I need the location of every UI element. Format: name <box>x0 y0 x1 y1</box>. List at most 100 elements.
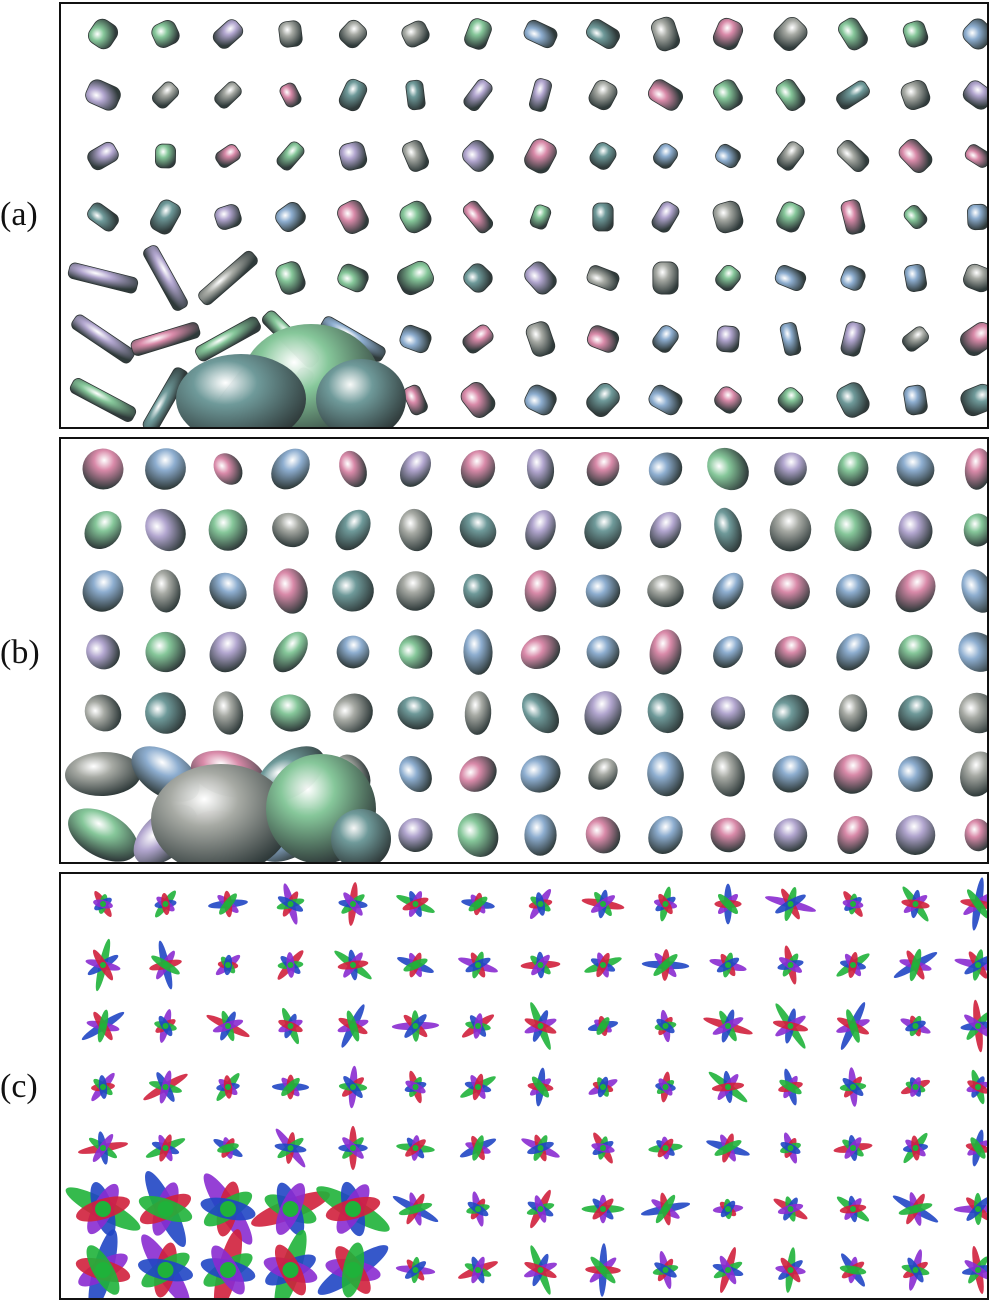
ellipsoid-glyph <box>84 694 122 732</box>
superquadric-glyph <box>714 386 742 414</box>
odf-glyph <box>654 1009 677 1043</box>
ellipsoid-glyph <box>145 692 186 734</box>
ellipsoid-glyph <box>65 751 141 797</box>
ellipsoid-glyph <box>961 569 987 613</box>
superquadric-glyph <box>586 265 620 291</box>
odf-glyph <box>528 888 553 920</box>
superquadric-glyph <box>902 20 929 48</box>
ellipsoid-glyph <box>84 510 122 550</box>
odf-glyph <box>277 950 304 980</box>
superquadric-glyph <box>523 19 558 49</box>
superquadric-glyph <box>651 201 680 233</box>
odf-glyph <box>263 1229 318 1298</box>
ellipsoid-glyph <box>710 696 746 730</box>
ellipsoid-glyph <box>895 815 936 855</box>
ellipsoid-glyph <box>584 510 622 550</box>
superquadric-glyph <box>836 80 870 110</box>
ellipsoid-glyph <box>896 451 935 487</box>
superquadric-glyph <box>524 261 557 295</box>
superquadric-glyph <box>402 140 429 172</box>
superquadric-glyph <box>278 20 303 48</box>
superquadric-glyph <box>648 384 683 416</box>
superquadric-glyph <box>524 138 557 174</box>
ellipsoid-glyph <box>524 570 557 612</box>
ellipsoid-glyph <box>712 572 744 610</box>
superquadric-glyph <box>712 17 744 51</box>
odf-glyph <box>208 890 248 918</box>
ellipsoid-glyph <box>838 694 868 732</box>
superquadric-glyph <box>840 265 866 291</box>
superquadric-glyph <box>779 322 802 356</box>
superquadric-glyph <box>964 144 987 168</box>
superquadric-glyph <box>214 81 242 109</box>
odf-glyph <box>839 1067 867 1107</box>
ellipsoid-glyph <box>145 631 186 673</box>
superquadric-glyph <box>215 144 241 168</box>
superquadric-glyph <box>586 325 620 353</box>
ellipsoid-glyph <box>335 509 371 551</box>
superquadric-glyph <box>962 18 987 50</box>
ellipsoid-glyph <box>648 815 683 855</box>
odf-glyph <box>900 1077 931 1097</box>
ellipsoid-glyph <box>208 509 248 551</box>
superquadric-glyph <box>151 20 180 48</box>
ellipsoid-glyph <box>713 635 743 669</box>
superquadric-glyph <box>87 18 119 50</box>
odf-glyph <box>145 1134 186 1162</box>
ellipsoid-glyph <box>772 694 809 732</box>
superquadric-glyph <box>214 204 242 230</box>
odf-glyph <box>648 1136 683 1160</box>
ellipsoid-glyph <box>964 818 987 852</box>
odf-glyph <box>78 1131 128 1165</box>
odf-glyph <box>655 1071 676 1103</box>
superquadric-glyph <box>776 201 805 233</box>
ellipsoid-glyph <box>526 448 555 490</box>
odf-glyph <box>524 1002 557 1050</box>
odf-glyph <box>75 1229 131 1298</box>
ellipsoid-glyph <box>524 814 557 856</box>
ellipsoid-glyph <box>649 629 682 675</box>
odf-glyph <box>653 886 678 922</box>
ellipsoid-glyph <box>273 568 308 614</box>
superquadric-glyph <box>464 18 492 50</box>
ellipsoid-glyph <box>773 818 808 852</box>
superquadric-glyph <box>903 204 928 230</box>
superquadric-glyph <box>399 200 432 234</box>
ellipsoid-glyph <box>585 816 621 854</box>
odf-glyph <box>842 891 864 917</box>
odf-glyph <box>213 1137 243 1159</box>
odf-glyph <box>966 1069 987 1105</box>
ellipsoid-glyph <box>898 756 933 792</box>
odf-glyph <box>709 952 747 978</box>
ellipsoid-glyph <box>145 508 186 552</box>
odf-glyph <box>524 1245 557 1295</box>
superquadric-glyph <box>840 199 866 235</box>
odf-glyph <box>584 952 622 978</box>
odf-glyph <box>901 1249 930 1291</box>
ellipsoid-glyph <box>336 635 370 669</box>
odf-glyph <box>900 1015 931 1037</box>
ellipsoid-glyph <box>272 512 309 548</box>
odf-glyph <box>527 1067 554 1107</box>
ellipsoid-glyph <box>396 571 435 611</box>
odf-glyph <box>836 1002 870 1050</box>
odf-glyph <box>960 877 987 931</box>
odf-glyph <box>81 1009 125 1043</box>
superquadric-glyph <box>963 263 987 293</box>
superquadric-glyph <box>130 322 201 356</box>
odf-glyph <box>396 890 435 918</box>
ellipsoid-glyph <box>898 510 933 550</box>
superquadric-glyph <box>142 367 189 427</box>
odf-glyph <box>712 1247 744 1293</box>
ellipsoid-glyph <box>399 755 432 793</box>
superquadric-glyph <box>960 322 987 356</box>
odf-glyph <box>708 1070 748 1104</box>
odf-glyph <box>954 949 987 981</box>
odf-glyph <box>520 951 561 979</box>
superquadric-glyph <box>462 140 494 172</box>
odf-glyph <box>276 883 305 925</box>
superquadric-glyph <box>647 79 684 111</box>
odf-glyph <box>338 1065 368 1109</box>
ellipsoid-glyph <box>771 572 810 610</box>
superquadric-glyph <box>651 16 680 52</box>
